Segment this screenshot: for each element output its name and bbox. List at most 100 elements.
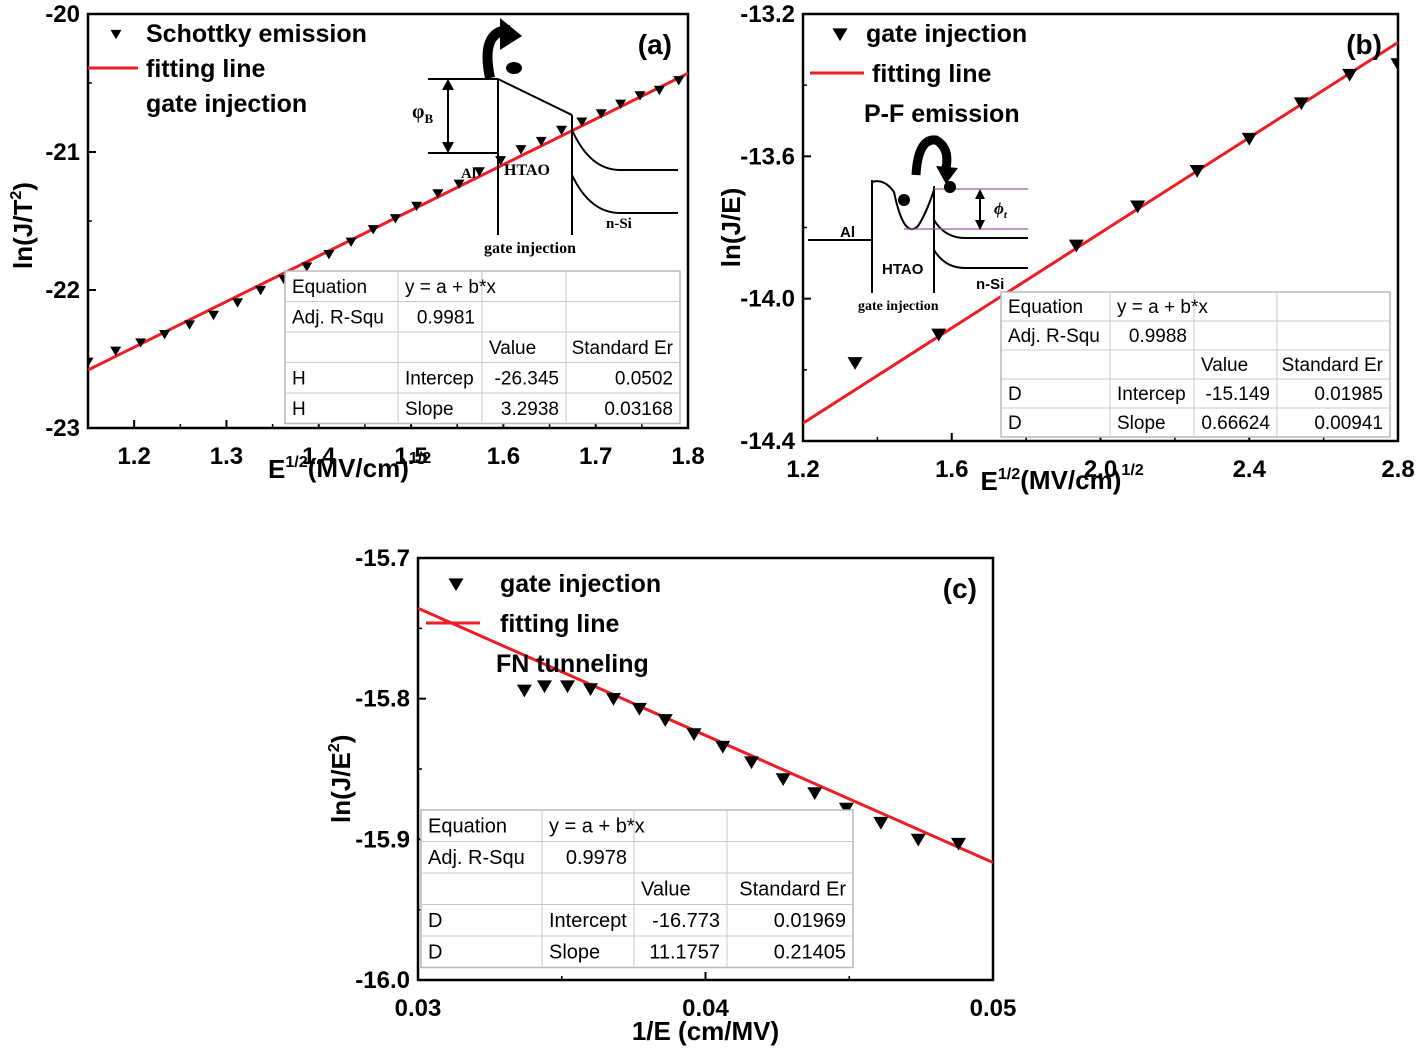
data-point	[345, 237, 357, 247]
y-tick-label: -13.2	[740, 1, 795, 28]
table-cell: 0.01969	[774, 910, 846, 932]
al-label: Al	[840, 224, 855, 241]
arrow-head	[975, 220, 985, 230]
data-point	[931, 328, 947, 342]
table-cell: -16.773	[652, 910, 720, 932]
data-point	[1390, 58, 1398, 71]
data-point	[847, 357, 863, 370]
legend-label: Schottky emission	[146, 20, 367, 48]
legend: gate injection fitting line FN tunneling	[426, 570, 661, 678]
x-tick-label: 1.7	[579, 443, 612, 470]
phi-t-label: ϕt	[994, 199, 1008, 221]
table-cell: Adj. R-Squ	[1008, 326, 1100, 347]
data-point	[606, 693, 621, 706]
phi-b-label: φB	[412, 101, 433, 126]
fit-table: Equation y = a + b*x Adj. R-Squ 0.9988 Value…	[1000, 291, 1391, 438]
text-span: ln(J/T	[8, 200, 38, 269]
x-axis-title: E1/2(MV/cm)1/2	[981, 461, 1144, 496]
table-cell: y = a + b*x	[1117, 297, 1208, 318]
data-point	[595, 109, 607, 119]
y-tick-label: -15.8	[355, 686, 410, 713]
data-point	[576, 117, 588, 127]
table-cell: Standard Er	[739, 879, 846, 901]
data-point	[1241, 132, 1257, 146]
y-tick-label: -20	[45, 1, 80, 28]
table-cell: Standard Er	[1282, 355, 1384, 376]
superscript: 1/2	[1121, 461, 1143, 479]
data-point	[473, 167, 485, 177]
data-point	[535, 136, 547, 147]
table-cell: 0.9988	[1129, 326, 1187, 347]
legend-label: gate injection	[146, 90, 307, 118]
table-cell: D	[428, 910, 442, 932]
legend-label: fitting line	[146, 55, 266, 83]
arrow-head	[442, 79, 454, 90]
table-cell: 11.1757	[649, 942, 720, 964]
table-cell: H	[292, 399, 306, 420]
x-tick-label: 1.6	[487, 443, 520, 470]
table-cell: -15.149	[1206, 384, 1270, 405]
data-point	[715, 740, 731, 754]
data-point	[411, 201, 423, 212]
x-tick-label: 1.8	[671, 443, 704, 470]
data-point	[453, 179, 465, 189]
data-point	[1342, 68, 1358, 82]
y-tick-label: -22	[45, 277, 80, 304]
data-point	[1189, 164, 1205, 178]
table-cell: Slope	[549, 942, 600, 964]
x-axis-title: E1/2(MV/cm)1/2	[268, 449, 431, 484]
superscript: 1/2	[409, 449, 431, 467]
data-point	[910, 833, 926, 847]
inset-caption: gate injection	[858, 299, 939, 314]
table-cell: 0.00941	[1314, 413, 1383, 434]
table-frame	[1000, 291, 1391, 438]
table-cell: Equation	[428, 816, 507, 838]
arrow-head	[936, 166, 958, 184]
data-point	[583, 683, 598, 696]
table-cell: Value	[489, 338, 536, 359]
subscript: t	[1004, 209, 1008, 221]
arrow-head	[442, 142, 454, 153]
table-cell: Adj. R-Squ	[428, 847, 525, 869]
x-tick-label: 2.0	[1084, 456, 1117, 483]
y-axis-title: ln(J/E2)	[325, 735, 356, 823]
table-cell: 0.01985	[1314, 384, 1383, 405]
data-point	[1068, 239, 1084, 253]
y-tick-label: -16.0	[355, 967, 410, 994]
table-cell: 0.9978	[566, 847, 627, 869]
al-label: Al	[461, 166, 476, 182]
table-cell: 0.9981	[417, 307, 475, 328]
htao-label: HTAO	[882, 261, 924, 278]
table-cell: Standard Er	[572, 338, 674, 359]
data-point	[184, 320, 196, 330]
data-point	[367, 225, 379, 235]
table-cell: y = a + b*x	[405, 277, 496, 298]
inset-caption: gate injection	[484, 240, 576, 257]
table-cell: Value	[1201, 355, 1248, 376]
oxide-band	[497, 78, 573, 116]
table-cell: Adj. R-Squ	[292, 307, 384, 328]
text-span: (MV/cm)	[1020, 465, 1121, 495]
data-point	[159, 330, 171, 340]
legend-label: fitting line	[500, 610, 620, 638]
x-tick-label: 2.4	[1233, 456, 1267, 483]
x-axis-title: 1/E (cm/MV)	[632, 1016, 779, 1046]
x-tick-label: 1.2	[117, 443, 150, 470]
panel-label: (a)	[638, 29, 672, 60]
legend: Schottky emission fitting line gate inject…	[88, 20, 367, 118]
data-point	[634, 91, 646, 101]
y-axis-title: ln(J/T2)	[7, 182, 38, 269]
y-axis-title: ln(J/E)	[716, 188, 746, 267]
subscript: B	[424, 111, 433, 126]
electron	[506, 62, 522, 74]
legend-label: gate injection	[500, 570, 661, 598]
x-tick-label: 1.4	[302, 443, 336, 470]
data-point	[653, 85, 665, 96]
data-layer	[418, 606, 993, 864]
n-si-label: n-Si	[606, 216, 632, 232]
legend: gate injection fitting line P-F emission	[810, 20, 1027, 128]
trap-well	[871, 180, 935, 231]
si-conduction-band	[571, 129, 678, 171]
data-point	[323, 249, 335, 260]
